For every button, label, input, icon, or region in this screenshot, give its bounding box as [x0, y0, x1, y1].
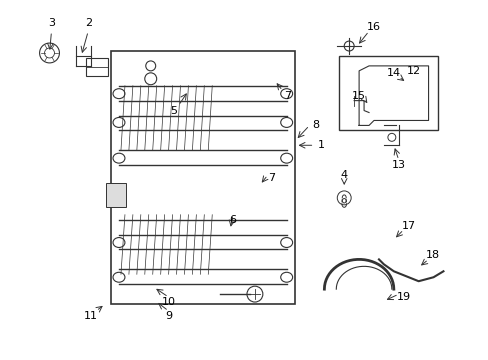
Text: 15: 15 — [351, 91, 366, 101]
Text: 6: 6 — [229, 215, 236, 225]
Text: 5: 5 — [170, 105, 177, 116]
Text: 17: 17 — [401, 221, 415, 231]
Text: 10: 10 — [161, 297, 175, 307]
Bar — [106, 183, 126, 207]
Text: 19: 19 — [396, 292, 410, 302]
Text: 14: 14 — [386, 68, 400, 78]
Text: 18: 18 — [425, 251, 439, 260]
Text: 16: 16 — [366, 22, 380, 32]
Text: 8: 8 — [311, 121, 318, 130]
Text: 3: 3 — [48, 18, 55, 28]
Bar — [86, 58, 108, 76]
Bar — [111, 51, 294, 304]
Text: 13: 13 — [391, 160, 405, 170]
Text: 7: 7 — [268, 173, 275, 183]
Text: 9: 9 — [164, 311, 172, 321]
Text: 1: 1 — [317, 140, 324, 150]
Text: 4: 4 — [340, 170, 347, 180]
Text: 11: 11 — [84, 311, 98, 321]
Text: 2: 2 — [84, 18, 92, 28]
Text: 12: 12 — [406, 66, 420, 76]
Bar — [339, 56, 438, 130]
Text: 7: 7 — [284, 91, 291, 101]
